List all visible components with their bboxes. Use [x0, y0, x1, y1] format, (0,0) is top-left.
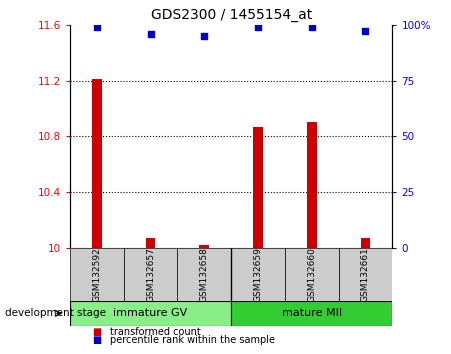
Bar	[231, 301, 392, 326]
Point	[308, 24, 315, 30]
Text: transformed count: transformed count	[110, 327, 201, 337]
Bar	[307, 122, 317, 248]
Bar	[339, 248, 392, 301]
Bar	[124, 248, 177, 301]
Title: GDS2300 / 1455154_at: GDS2300 / 1455154_at	[151, 8, 312, 22]
Text: GSM132659: GSM132659	[253, 247, 262, 302]
Bar	[285, 248, 339, 301]
Bar	[70, 248, 124, 301]
Bar	[92, 79, 101, 248]
Point	[93, 24, 101, 30]
Text: ■: ■	[92, 335, 102, 345]
Point	[147, 31, 154, 36]
Point	[362, 29, 369, 34]
Text: GSM132660: GSM132660	[307, 247, 316, 302]
Point	[201, 33, 208, 39]
Text: GSM132658: GSM132658	[200, 247, 209, 302]
Text: GSM132592: GSM132592	[92, 247, 101, 302]
Text: immature GV: immature GV	[113, 308, 188, 318]
Bar	[361, 238, 370, 248]
Bar	[177, 248, 231, 301]
Bar	[253, 126, 263, 248]
Bar	[146, 238, 155, 248]
Bar	[199, 245, 209, 248]
Text: ■: ■	[92, 327, 102, 337]
Bar	[231, 248, 285, 301]
Text: mature MII: mature MII	[282, 308, 342, 318]
Point	[254, 24, 262, 30]
Bar	[70, 301, 231, 326]
Text: development stage: development stage	[5, 308, 106, 318]
Text: percentile rank within the sample: percentile rank within the sample	[110, 335, 276, 345]
Text: GSM132661: GSM132661	[361, 247, 370, 302]
Text: GSM132657: GSM132657	[146, 247, 155, 302]
